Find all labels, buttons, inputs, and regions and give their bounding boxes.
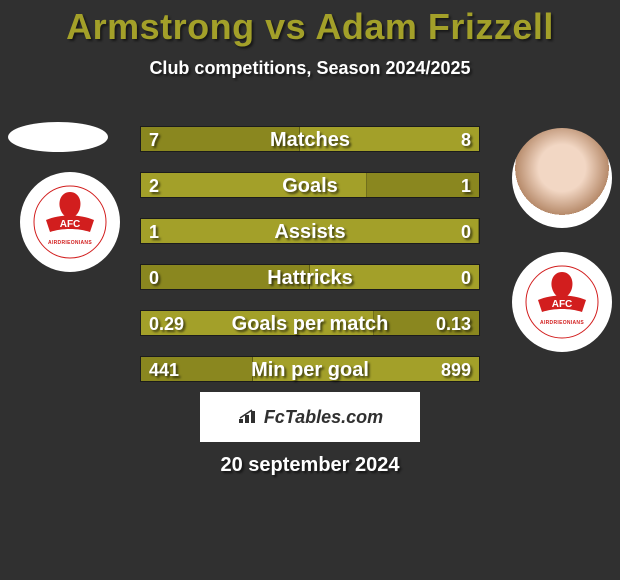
svg-text:AIRDRIEONIANS: AIRDRIEONIANS: [540, 320, 584, 326]
chart-icon: [237, 409, 259, 425]
stat-row: 441899Min per goal: [140, 356, 480, 382]
svg-text:AIRDRIEONIANS: AIRDRIEONIANS: [48, 240, 92, 246]
stat-row: 00Hattricks: [140, 264, 480, 290]
svg-text:AFC: AFC: [552, 299, 573, 310]
stat-row: 21Goals: [140, 172, 480, 198]
stat-label: Matches: [141, 127, 479, 153]
player2-badge-inner: AFC AIRDRIEONIANS: [518, 258, 606, 346]
player1-photo: [8, 122, 108, 152]
stat-row: 78Matches: [140, 126, 480, 152]
stat-label: Hattricks: [141, 265, 479, 291]
player2-club-badge: AFC AIRDRIEONIANS: [512, 252, 612, 352]
stats-container: 78Matches 21Goals 10Assists 00Hattricks 0.29…: [140, 126, 480, 402]
source-logo-box: FcTables.com: [200, 392, 420, 442]
stat-label: Goals: [141, 173, 479, 199]
stat-label: Goals per match: [141, 311, 479, 337]
player1-badge-inner: AFC AIRDRIEONIANS: [26, 178, 114, 266]
stat-label: Assists: [141, 219, 479, 245]
comparison-subtitle: Club competitions, Season 2024/2025: [0, 58, 620, 79]
stat-label: Min per goal: [141, 357, 479, 383]
source-logo-text: FcTables.com: [237, 407, 383, 428]
stat-row: 0.290.13Goals per match: [140, 310, 480, 336]
player2-photo: [512, 128, 612, 228]
stat-row: 10Assists: [140, 218, 480, 244]
club-crest-icon: AFC AIRDRIEONIANS: [30, 182, 110, 262]
comparison-date: 20 september 2024: [0, 454, 620, 477]
player1-club-badge: AFC AIRDRIEONIANS: [20, 172, 120, 272]
comparison-title: Armstrong vs Adam Frizzell: [0, 0, 620, 48]
club-crest-icon: AFC AIRDRIEONIANS: [522, 262, 602, 342]
svg-text:AFC: AFC: [60, 219, 81, 230]
